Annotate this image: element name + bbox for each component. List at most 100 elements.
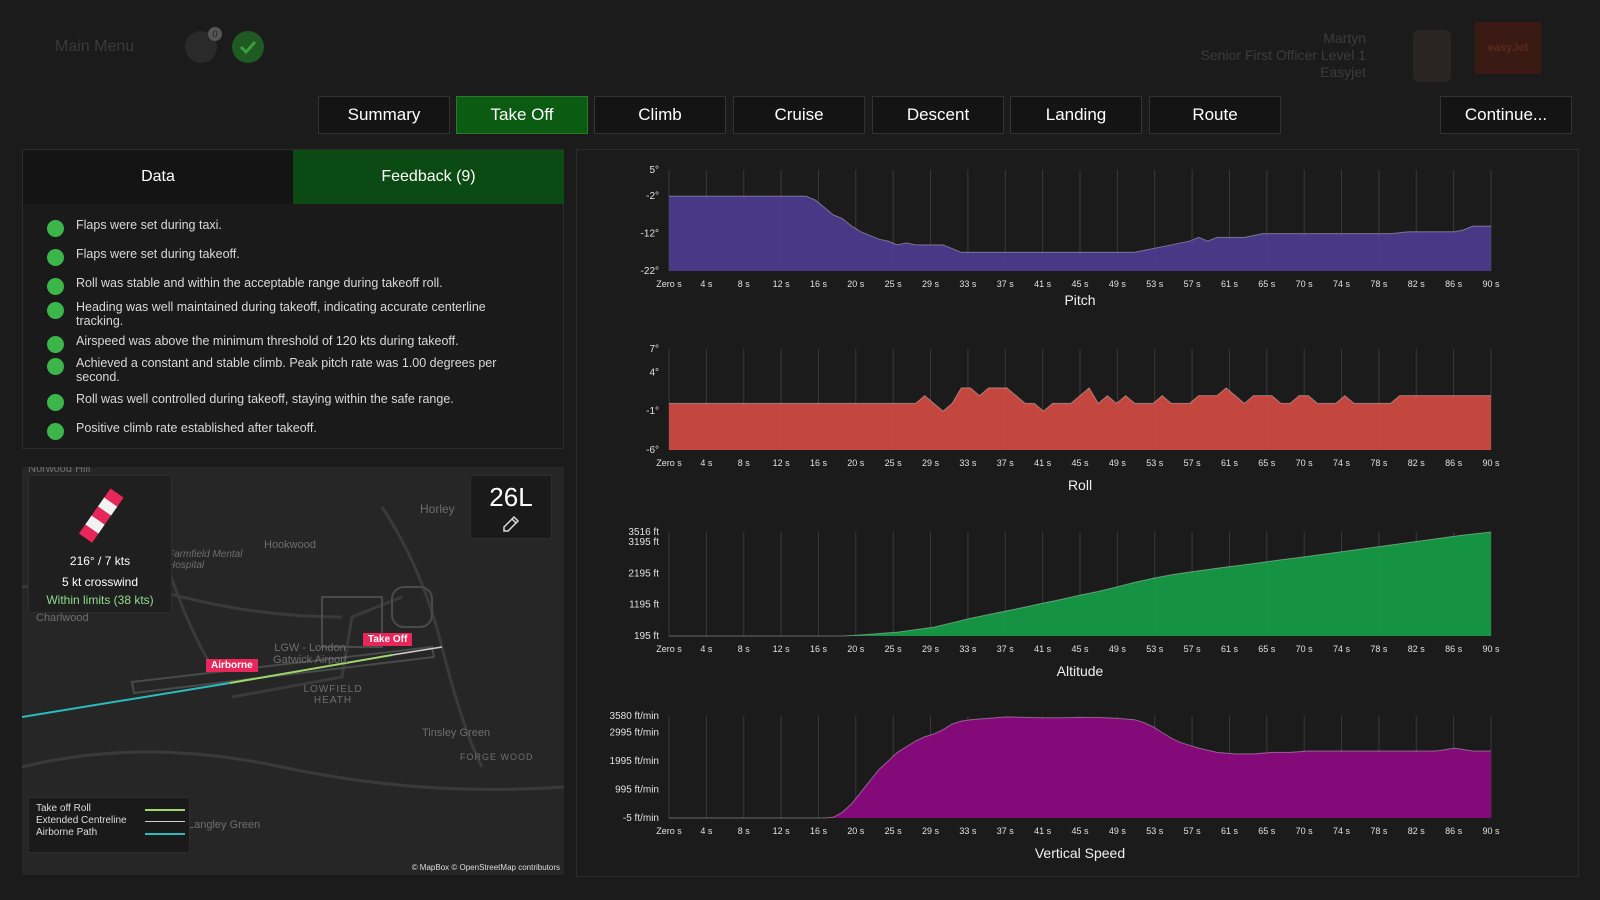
roll-line bbox=[669, 387, 1491, 412]
map-attribution: © MapBox © OpenStreetMap contributors bbox=[411, 863, 560, 872]
vertical-speed-x-tick-label: 53 s bbox=[1146, 826, 1164, 836]
feedback-text: Airspeed was above the minimum threshold… bbox=[76, 334, 459, 348]
legend-take-off-roll: Take off Roll bbox=[36, 803, 91, 814]
roll-x-tick-label: 16 s bbox=[810, 458, 828, 468]
notification-count: 0 bbox=[208, 27, 222, 41]
vertical-speed-y-tick-label: -5 ft/min bbox=[623, 813, 659, 824]
legend-airborne-path: Airborne Path bbox=[36, 827, 98, 838]
roll-x-tick-label: 57 s bbox=[1184, 458, 1202, 468]
tab-cruise[interactable]: Cruise bbox=[733, 96, 865, 134]
vertical-speed-x-tick-label: 78 s bbox=[1370, 826, 1388, 836]
altitude-x-tick-label: 90 s bbox=[1482, 644, 1500, 654]
notification-icon[interactable]: 0 bbox=[185, 27, 222, 63]
vertical-speed-y-tick-label: 2995 ft/min bbox=[610, 728, 659, 739]
roll-x-tick-label: 49 s bbox=[1109, 458, 1127, 468]
altitude-x-tick-label: 37 s bbox=[997, 644, 1015, 654]
runway-box[interactable]: 26L bbox=[470, 475, 552, 539]
legend-swatch-airborne-path bbox=[145, 833, 185, 835]
pitch-x-tick-label: 90 s bbox=[1482, 279, 1500, 289]
feedback-text: Roll was stable and within the acceptabl… bbox=[76, 276, 443, 290]
vertical-speed-area bbox=[669, 716, 1491, 818]
altitude-x-tick-label: 25 s bbox=[885, 644, 903, 654]
altitude-y-tick-label: 3516 ft bbox=[628, 527, 659, 538]
map-label-forge-wood: FORGE WOOD bbox=[460, 752, 534, 762]
feedback-list: Flaps were set during taxi. Flaps were se… bbox=[47, 218, 547, 443]
roll-x-tick-label: 86 s bbox=[1445, 458, 1463, 468]
altitude-line bbox=[669, 531, 1492, 637]
altitude-x-tick-label: Zero s bbox=[656, 644, 682, 654]
continue-button[interactable]: Continue... bbox=[1440, 96, 1572, 134]
pitch-x-tick-label: 53 s bbox=[1146, 279, 1164, 289]
check-icon[interactable] bbox=[232, 31, 264, 63]
extended-centreline-line bbox=[391, 646, 443, 656]
tab-climb[interactable]: Climb bbox=[594, 96, 726, 134]
altitude-x-tick-label: 8 s bbox=[738, 644, 751, 654]
altitude-x-tick-label: 70 s bbox=[1296, 644, 1314, 654]
airborne-marker[interactable]: Airborne bbox=[206, 659, 258, 672]
airline-logo: easyJet bbox=[1475, 22, 1541, 74]
altitude-x-tick-label: 33 s bbox=[959, 644, 977, 654]
roll-x-tick-label: 82 s bbox=[1408, 458, 1426, 468]
roll-x-tick-label: 61 s bbox=[1221, 458, 1239, 468]
runway-label: 26L bbox=[489, 482, 533, 512]
pitch-x-tick-label: 20 s bbox=[847, 279, 865, 289]
roll-x-tick-label: 45 s bbox=[1071, 458, 1089, 468]
vertical-speed-x-tick-label: 37 s bbox=[997, 826, 1015, 836]
map-label-hookwood: Hookwood bbox=[264, 539, 316, 551]
altitude-y-tick-label: 3195 ft bbox=[628, 537, 659, 548]
altitude-x-tick-label: 65 s bbox=[1258, 644, 1276, 654]
roll-x-tick-label: Zero s bbox=[656, 458, 682, 468]
map-label-horley: Horley bbox=[420, 502, 455, 516]
windsock-icon bbox=[78, 488, 124, 543]
vertical-speed-x-tick-label: 74 s bbox=[1333, 826, 1351, 836]
vertical-speed-x-tick-label: 29 s bbox=[922, 826, 940, 836]
avatar[interactable] bbox=[1413, 30, 1451, 82]
map-road bbox=[22, 750, 564, 791]
altitude-x-tick-label: 12 s bbox=[773, 644, 791, 654]
altitude-x-tick-label: 41 s bbox=[1034, 644, 1052, 654]
altitude-chart-title: Altitude bbox=[1057, 663, 1104, 679]
user-info: Martyn Senior First Officer Level 1 Easy… bbox=[1201, 30, 1366, 81]
vertical-speed-x-tick-label: 65 s bbox=[1258, 826, 1276, 836]
tab-descent[interactable]: Descent bbox=[872, 96, 1004, 134]
pitch-x-tick-label: 57 s bbox=[1184, 279, 1202, 289]
tab-landing[interactable]: Landing bbox=[1010, 96, 1142, 134]
feedback-text: Flaps were set during takeoff. bbox=[76, 247, 240, 261]
edit-icon[interactable] bbox=[501, 514, 521, 534]
tab-summary[interactable]: Summary bbox=[318, 96, 450, 134]
map-label-lowfield: LOWFIELD HEATH bbox=[303, 684, 363, 706]
main-menu-link[interactable]: Main Menu bbox=[55, 38, 135, 55]
altitude-x-tick-label: 29 s bbox=[922, 644, 940, 654]
takeoff-marker[interactable]: Take Off bbox=[363, 633, 413, 646]
roll-x-tick-label: 8 s bbox=[738, 458, 751, 468]
tab-route[interactable]: Route bbox=[1149, 96, 1281, 134]
altitude-x-tick-label: 49 s bbox=[1109, 644, 1127, 654]
map[interactable]: Norwood Hill Horley Hookwood Farmfield M… bbox=[22, 467, 564, 875]
tab-take-off[interactable]: Take Off bbox=[456, 96, 588, 134]
legend-swatch-extended-centreline bbox=[145, 821, 185, 822]
altitude-x-tick-label: 78 s bbox=[1370, 644, 1388, 654]
vertical-speed-x-tick-label: 61 s bbox=[1221, 826, 1239, 836]
take-off-roll-line bbox=[229, 654, 393, 684]
vertical-speed-x-tick-label: 4 s bbox=[700, 826, 713, 836]
pitch-x-tick-label: 86 s bbox=[1445, 279, 1463, 289]
wind-info-box: 216° / 7 kts 5 kt crosswind Within limit… bbox=[28, 475, 172, 613]
wind-value: 216° / 7 kts bbox=[69, 554, 131, 568]
altitude-x-tick-label: 86 s bbox=[1445, 644, 1463, 654]
roll-x-tick-label: 4 s bbox=[700, 458, 713, 468]
altitude-area bbox=[669, 532, 1491, 636]
tab-feedback[interactable]: Feedback (9) bbox=[293, 150, 564, 204]
roll-x-tick-label: 33 s bbox=[959, 458, 977, 468]
pitch-x-tick-label: 29 s bbox=[922, 279, 940, 289]
roll-y-tick-label: 4° bbox=[649, 367, 659, 378]
runway-outline bbox=[130, 645, 436, 695]
roll-area bbox=[669, 387, 1491, 450]
altitude-y-tick-label: 2195 ft bbox=[628, 568, 659, 579]
altitude-x-tick-label: 20 s bbox=[847, 644, 865, 654]
vertical-speed-x-tick-label: 12 s bbox=[773, 826, 791, 836]
map-label-airport: LGW - London Gatwick Airport bbox=[273, 642, 347, 666]
airborne-path-line bbox=[22, 682, 231, 718]
tab-data[interactable]: Data bbox=[23, 150, 293, 204]
vertical-speed-x-tick-label: 70 s bbox=[1296, 826, 1314, 836]
pitch-x-tick-label: 74 s bbox=[1333, 279, 1351, 289]
